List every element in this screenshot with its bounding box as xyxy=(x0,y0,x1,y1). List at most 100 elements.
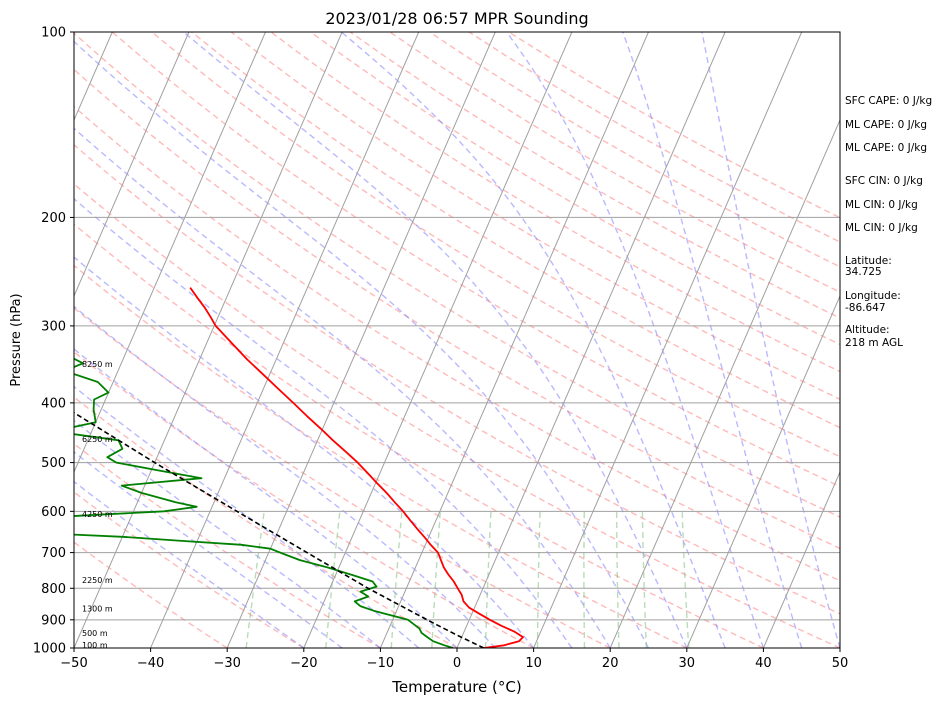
moist-adiabat xyxy=(74,305,496,648)
moist-adiabat xyxy=(505,32,765,648)
height-label: 8250 m xyxy=(82,360,113,369)
x-tick-label: 30 xyxy=(679,656,696,671)
moist-adiabat xyxy=(74,385,420,648)
y-tick-label: 400 xyxy=(41,396,66,411)
dry-adiabat xyxy=(74,32,840,518)
parcel-line xyxy=(74,411,485,648)
side-panel: SFC CAPE: 0 J/kg ML CAPE: 0 J/kg ML CAPE… xyxy=(845,95,932,349)
dry-adiabat xyxy=(389,32,840,293)
temperature-line xyxy=(189,287,524,648)
isotherm xyxy=(226,32,496,648)
plot-frame xyxy=(73,31,841,649)
moist-adiabat xyxy=(74,40,650,648)
height-label: 100 m xyxy=(82,641,108,650)
y-axis: 1000 900 800 700 600 500 400 300 200 100 xyxy=(33,26,74,657)
mixing-ratio-line xyxy=(536,511,541,648)
dry-adiabat xyxy=(151,32,840,458)
x-tick-label: 10 xyxy=(525,656,542,671)
mixing-ratio-line xyxy=(681,511,690,648)
height-label: 2250 m xyxy=(82,576,113,585)
x-tick-label: 0 xyxy=(453,656,461,671)
dry-adiabat xyxy=(74,307,611,648)
dry-adiabat xyxy=(74,351,534,648)
chart-title: 2023/01/28 06:57 MPR Sounding xyxy=(325,9,588,28)
isotherm xyxy=(74,32,190,298)
x-tick-label: −50 xyxy=(60,656,87,671)
ml-cape-text-2: ML CAPE: 0 J/kg xyxy=(845,142,927,154)
x-tick-label: −20 xyxy=(290,656,317,671)
dry-adiabat xyxy=(270,32,840,373)
y-tick-label: 700 xyxy=(41,546,66,561)
grid xyxy=(74,32,840,648)
x-tick-label: −10 xyxy=(367,656,394,671)
dry-adiabat xyxy=(191,32,840,429)
moist-adiabat xyxy=(74,451,343,648)
y-tick-label: 200 xyxy=(41,211,66,226)
mixing-ratio-line xyxy=(325,511,341,648)
y-tick-label: 600 xyxy=(41,505,66,520)
dry-adiabat xyxy=(74,491,305,648)
longitude-value: -86.647 xyxy=(845,302,886,314)
dry-adiabat xyxy=(310,32,840,346)
height-label: 6250 m xyxy=(82,435,113,444)
longitude-label: Longitude: xyxy=(845,290,901,302)
moist-adiabat xyxy=(74,348,458,648)
altitude-value: 218 m AGL xyxy=(845,337,903,349)
y-tick-label: 900 xyxy=(41,613,66,628)
isotherm xyxy=(150,32,420,648)
mixing-ratio-line xyxy=(641,511,648,648)
moist-adiabat xyxy=(340,32,726,648)
y-tick-label: 500 xyxy=(41,456,66,471)
isotherm xyxy=(609,118,840,648)
moist-adiabat xyxy=(74,480,305,648)
height-labels: 100 m 500 m 1300 m 2250 m 4250 m 6250 m 8250 m xyxy=(82,360,113,650)
latitude-value: 34.725 xyxy=(845,266,882,278)
latitude-label: Latitude: xyxy=(845,255,892,267)
x-tick-label: 40 xyxy=(755,656,772,671)
x-tick-label: 50 xyxy=(832,656,849,671)
sfc-cape-text: SFC CAPE: 0 J/kg xyxy=(845,95,932,107)
dry-adiabat xyxy=(74,68,840,550)
mixing-ratio-line xyxy=(431,511,441,648)
isotherm xyxy=(686,294,840,648)
x-tick-label: 20 xyxy=(602,656,619,671)
x-tick-label: −40 xyxy=(137,656,164,671)
dry-adiabat xyxy=(74,264,688,648)
y-tick-label: 1000 xyxy=(33,642,66,657)
sfc-cin-text: SFC CIN: 0 J/kg xyxy=(845,175,923,187)
y-tick-label: 300 xyxy=(41,319,66,334)
moist-adiabat xyxy=(74,127,611,648)
moist-adiabat xyxy=(183,32,688,648)
moist-adiabat xyxy=(622,32,803,648)
ml-cape-text: ML CAPE: 0 J/kg xyxy=(845,119,927,131)
dewpoint-line xyxy=(74,357,454,648)
profiles xyxy=(74,287,524,648)
mixing-ratio-line xyxy=(390,511,403,648)
isotherm xyxy=(533,32,803,648)
moist-adiabat xyxy=(701,32,840,648)
dry-adiabat xyxy=(74,442,381,648)
moist-adiabat xyxy=(74,256,535,648)
isotherm xyxy=(379,32,649,648)
height-label: 500 m xyxy=(82,629,108,638)
x-axis: −50 −40 −30 −20 −10 0 10 20 30 40 50 xyxy=(60,648,848,671)
x-tick-label: −30 xyxy=(213,656,240,671)
dry-adiabat xyxy=(74,105,840,582)
y-axis-title: Pressure (hPa) xyxy=(9,293,24,386)
height-label: 1300 m xyxy=(82,604,113,613)
dry-adiabat xyxy=(74,183,840,648)
isotherm xyxy=(762,470,840,648)
isotherm xyxy=(303,32,573,648)
altitude-label: Altitude: xyxy=(845,324,890,336)
background-lines xyxy=(74,32,840,648)
dry-adiabat xyxy=(74,396,458,648)
dry-adiabat xyxy=(74,143,840,615)
isotherm xyxy=(74,32,266,474)
isotherm xyxy=(456,32,726,648)
height-label: 4250 m xyxy=(82,510,113,519)
y-tick-label: 800 xyxy=(41,582,66,597)
y-tick-label: 100 xyxy=(41,26,66,41)
ml-cin-text-2: ML CIN: 0 J/kg xyxy=(845,222,918,234)
ml-cin-text: ML CIN: 0 J/kg xyxy=(845,199,918,211)
